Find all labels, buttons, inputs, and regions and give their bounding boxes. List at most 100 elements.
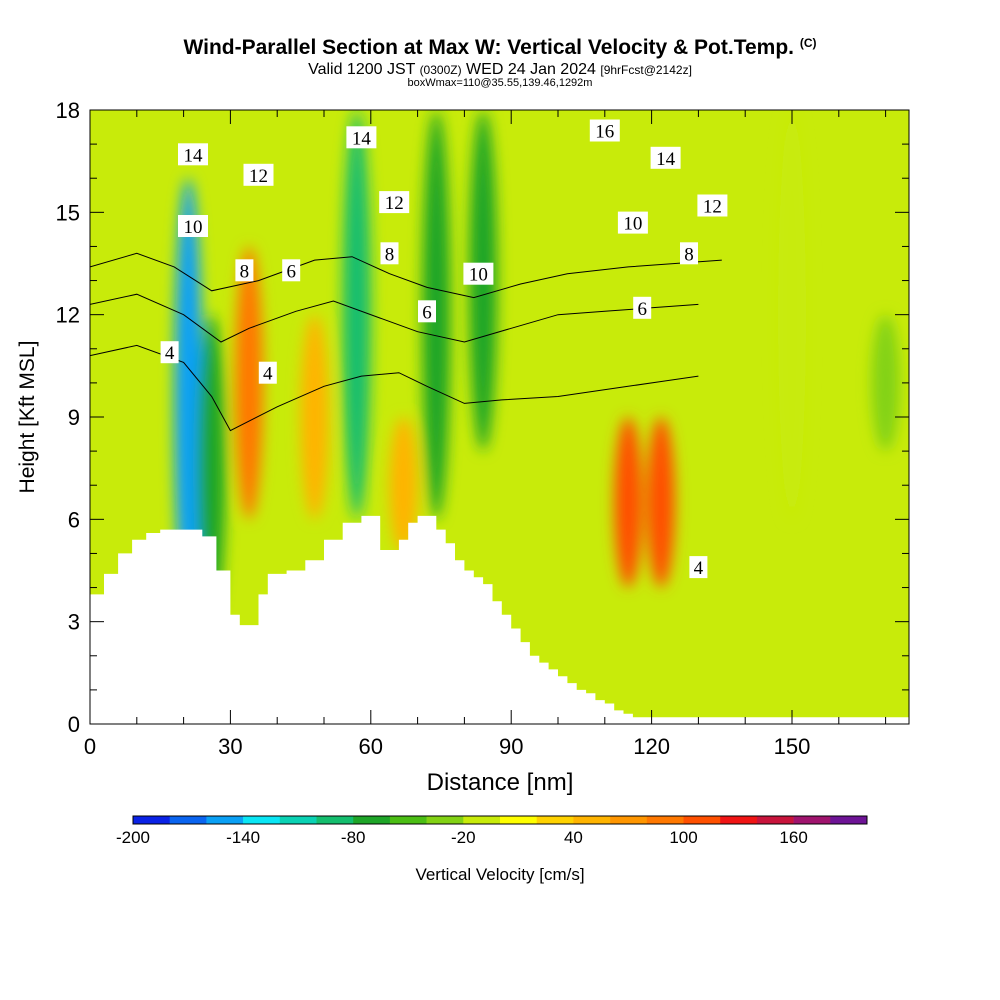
theta-label-8: 10 <box>617 211 648 235</box>
theta-label-15: 6 <box>633 296 652 320</box>
theta-label-text: 14 <box>656 149 676 170</box>
theta-label-text: 10 <box>623 214 642 235</box>
theta-label-text: 12 <box>385 193 404 214</box>
colorbar: -200 -140 -80 -20 40 100 160 <box>116 815 868 847</box>
colorbar-swatch-1 <box>169 816 207 824</box>
x-axis-label: Distance [nm] <box>427 769 574 796</box>
velocity-cell-4 <box>342 110 371 520</box>
velocity-cell-10 <box>778 110 806 520</box>
theta-label-1: 12 <box>243 163 274 187</box>
velocity-cell-0 <box>174 178 203 622</box>
theta-label-5: 10 <box>178 215 208 238</box>
theta-label-18: 4 <box>689 556 708 579</box>
theta-labels: 14 12 14 16 14 10 12 12 10 8 6 8 10 8 6 6 4 4 4 <box>160 119 728 579</box>
velocity-cell-11 <box>871 314 900 452</box>
velocity-cell-9 <box>646 417 675 588</box>
y-tick-label: 3 <box>68 610 80 635</box>
colorbar-swatch-2 <box>206 816 244 824</box>
velocity-cell-5 <box>389 417 418 554</box>
plot-area: 14 12 14 16 14 10 12 12 10 8 6 8 10 8 6 6 4 4 4 <box>90 110 909 724</box>
box-info: boxWmax=110@35.55,139.46,1292m <box>407 77 593 89</box>
colorbar-tick-label: 160 <box>779 828 807 847</box>
theta-contour-4 <box>90 344 699 432</box>
colorbar-swatch-9 <box>463 816 501 824</box>
theta-label-11: 8 <box>380 242 399 265</box>
theta-label-9: 8 <box>235 259 254 282</box>
theta-label-text: 14 <box>352 128 372 149</box>
theta-label-text: 4 <box>263 364 273 385</box>
theta-label-text: 6 <box>637 299 647 320</box>
chart-title: Wind-Parallel Section at Max W: Vertical… <box>183 36 817 59</box>
velocity-cell-6 <box>422 110 451 520</box>
theta-label-4: 14 <box>650 146 681 170</box>
y-tick-label: 12 <box>56 303 80 328</box>
theta-label-text: 6 <box>422 302 432 323</box>
theta-label-text: 8 <box>240 261 250 282</box>
theta-label-16: 4 <box>160 341 179 364</box>
colorbar-swatch-11 <box>536 816 574 824</box>
colorbar-tick-label: -140 <box>226 828 260 847</box>
y-tick-label: 18 <box>56 98 80 123</box>
copyright-mark: (C) <box>799 36 817 50</box>
theta-label-text: 6 <box>286 261 296 282</box>
colorbar-swatch-4 <box>279 816 317 824</box>
y-axis: 0 3 6 9 12 15 18 <box>56 98 909 737</box>
colorbar-swatch-3 <box>243 816 281 824</box>
colorbar-tick-label: -200 <box>116 828 150 847</box>
colorbar-swatch-12 <box>573 816 611 824</box>
y-tick-label: 0 <box>68 712 80 737</box>
colorbar-tick-label: -20 <box>451 828 476 847</box>
colorbar-swatch-18 <box>793 816 831 824</box>
terrain <box>90 515 909 724</box>
colorbar-swatch-7 <box>389 816 427 824</box>
x-tick-label: 150 <box>774 734 811 759</box>
theta-label-17: 4 <box>258 361 277 385</box>
theta-label-14: 6 <box>418 300 436 323</box>
theta-label-3: 16 <box>589 119 620 143</box>
colorbar-tick-label: 100 <box>669 828 697 847</box>
theta-label-0: 14 <box>178 143 208 166</box>
theta-label-10: 6 <box>282 259 301 282</box>
colorbar-tick-label: 40 <box>564 828 583 847</box>
x-tick-label: 120 <box>633 734 670 759</box>
theta-label-6: 12 <box>379 191 410 214</box>
colorbar-label: Vertical Velocity [cm/s] <box>415 865 584 884</box>
theta-contour-8 <box>90 252 722 299</box>
chart-subtitle: Valid 1200 JST (0300Z) WED 24 Jan 2024 [… <box>308 61 692 78</box>
theta-contours <box>90 252 722 432</box>
y-tick-label: 15 <box>56 200 80 225</box>
x-tick-label: 30 <box>218 734 242 759</box>
theta-label-text: 12 <box>249 166 268 187</box>
theta-label-text: 14 <box>184 145 204 166</box>
theta-label-text: 12 <box>703 197 722 218</box>
colorbar-swatch-19 <box>830 816 868 824</box>
theta-label-text: 10 <box>184 217 203 238</box>
colorbar-swatch-5 <box>316 816 354 824</box>
theta-contour-6 <box>90 293 699 343</box>
theta-label-text: 4 <box>694 558 704 579</box>
velocity-cell-8 <box>614 417 643 588</box>
colorbar-swatch-10 <box>500 816 537 824</box>
theta-label-text: 8 <box>684 244 694 265</box>
theta-label-12: 10 <box>463 262 494 286</box>
x-tick-label: 90 <box>499 734 523 759</box>
y-tick-label: 9 <box>68 405 80 430</box>
theta-label-7: 12 <box>697 194 728 218</box>
colorbar-swatch-14 <box>646 816 684 824</box>
theta-label-13: 8 <box>680 242 698 265</box>
theta-label-text: 4 <box>165 343 175 364</box>
colorbar-swatch-0 <box>133 816 170 824</box>
theta-label-text: 10 <box>469 265 488 286</box>
velocity-cell-3 <box>300 314 329 520</box>
x-axis: 0 30 60 90 120 150 <box>84 110 887 759</box>
colorbar-swatch-15 <box>683 816 721 824</box>
colorbar-swatch-13 <box>610 816 648 824</box>
velocity-cell-2 <box>235 246 264 520</box>
theta-label-text: 8 <box>385 244 395 265</box>
theta-label-2: 14 <box>346 126 377 149</box>
x-tick-label: 60 <box>359 734 383 759</box>
y-axis-label: Height [Kft MSL] <box>16 341 39 494</box>
colorbar-swatch-6 <box>353 816 391 824</box>
x-tick-label: 0 <box>84 734 96 759</box>
